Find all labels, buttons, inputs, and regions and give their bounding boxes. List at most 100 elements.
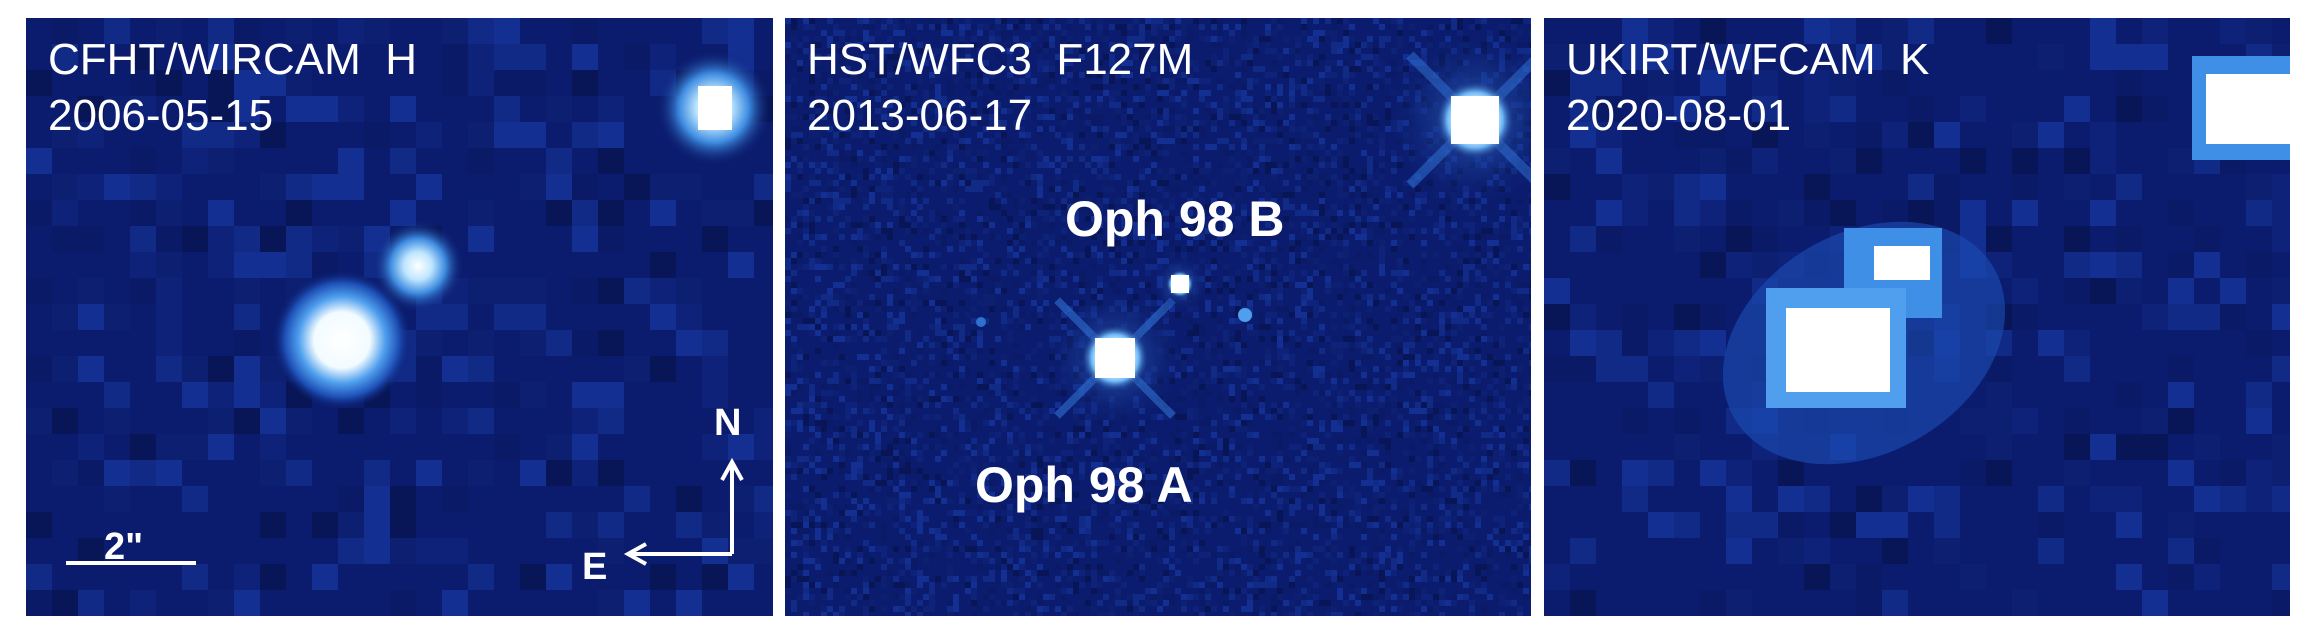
noise-pixel: [1157, 138, 1163, 144]
noise-pixel: [797, 252, 803, 258]
noise-pixel: [905, 288, 911, 294]
noise-pixel: [1043, 474, 1049, 480]
noise-pixel: [1235, 216, 1241, 222]
noise-pixel: [851, 84, 857, 90]
noise-pixel: [833, 150, 839, 156]
noise-pixel: [234, 18, 260, 44]
noise-pixel: [1127, 258, 1133, 264]
noise-pixel: [1007, 444, 1013, 450]
noise-pixel: [1055, 24, 1061, 30]
noise-pixel: [953, 480, 959, 486]
noise-pixel: [1343, 378, 1349, 384]
noise-pixel: [1397, 222, 1403, 228]
noise-pixel: [1403, 330, 1409, 336]
noise-pixel: [1187, 228, 1193, 234]
noise-pixel: [911, 450, 917, 456]
noise-pixel: [234, 564, 260, 590]
noise-pixel: [971, 156, 977, 162]
noise-pixel: [1229, 426, 1235, 432]
noise-pixel: [863, 336, 869, 342]
noise-pixel: [1229, 288, 1235, 294]
noise-pixel: [1475, 420, 1481, 426]
noise-pixel: [899, 384, 905, 390]
noise-pixel: [1505, 246, 1511, 252]
noise-pixel: [1487, 450, 1493, 456]
noise-pixel: [1229, 396, 1235, 402]
noise-pixel: [887, 222, 893, 228]
noise-pixel: [839, 48, 845, 54]
noise-pixel: [1067, 456, 1073, 462]
noise-pixel: [1001, 516, 1007, 522]
noise-pixel: [1331, 30, 1337, 36]
noise-pixel: [1379, 216, 1385, 222]
noise-pixel: [1391, 336, 1397, 342]
noise-pixel: [26, 148, 52, 174]
noise-pixel: [1253, 180, 1259, 186]
noise-pixel: [1517, 486, 1523, 492]
noise-pixel: [1121, 132, 1127, 138]
noise-pixel: [881, 408, 887, 414]
noise-pixel: [1517, 288, 1523, 294]
noise-pixel: [929, 234, 935, 240]
noise-pixel: [965, 396, 971, 402]
noise-pixel: [1463, 222, 1469, 228]
noise-pixel: [1109, 24, 1115, 30]
noise-pixel: [1175, 216, 1181, 222]
noise-pixel: [1067, 192, 1073, 198]
noise-pixel: [1103, 498, 1109, 504]
noise-pixel: [1061, 228, 1067, 234]
noise-pixel: [989, 378, 995, 384]
noise-pixel: [1391, 186, 1397, 192]
noise-pixel: [1145, 420, 1151, 426]
noise-pixel: [1133, 252, 1139, 258]
noise-pixel: [1313, 156, 1319, 162]
noise-pixel: [1049, 60, 1055, 66]
noise-pixel: [1295, 210, 1301, 216]
noise-pixel: [1127, 186, 1133, 192]
noise-pixel: [1391, 318, 1397, 324]
noise-pixel: [1463, 318, 1469, 324]
noise-pixel: [78, 434, 104, 460]
noise-pixel: [1193, 498, 1199, 504]
noise-pixel: [1319, 324, 1325, 330]
noise-pixel: [803, 468, 809, 474]
noise-pixel: [1109, 480, 1115, 486]
noise-pixel: [156, 18, 182, 44]
noise-pixel: [1163, 444, 1169, 450]
noise-pixel: [1181, 132, 1187, 138]
noise-pixel: [1289, 432, 1295, 438]
noise-pixel: [1271, 228, 1277, 234]
noise-pixel: [1283, 498, 1289, 504]
noise-pixel: [1469, 264, 1475, 270]
noise-pixel: [1025, 78, 1031, 84]
noise-pixel: [1517, 444, 1523, 450]
noise-pixel: [1247, 330, 1253, 336]
noise-pixel: [869, 258, 875, 264]
noise-pixel: [260, 408, 286, 434]
noise-pixel: [977, 48, 983, 54]
noise-pixel: [1229, 222, 1235, 228]
noise-pixel: [1367, 318, 1373, 324]
noise-pixel: [1007, 414, 1013, 420]
noise-pixel: [1079, 288, 1085, 294]
noise-pixel: [1163, 240, 1169, 246]
noise-pixel: [935, 324, 941, 330]
noise-pixel: [1187, 246, 1193, 252]
noise-pixel: [881, 72, 887, 78]
noise-pixel: [1361, 462, 1367, 468]
noise-pixel: [935, 114, 941, 120]
noise-pixel: [815, 396, 821, 402]
noise-pixel: [1433, 336, 1439, 342]
noise-pixel: [1241, 426, 1247, 432]
noise-pixel: [1319, 144, 1325, 150]
noise-pixel: [1175, 126, 1181, 132]
noise-pixel: [1277, 354, 1283, 360]
noise-pixel: [815, 174, 821, 180]
noise-pixel: [905, 18, 911, 24]
noise-pixel: [1385, 78, 1391, 84]
noise-pixel: [1307, 456, 1313, 462]
noise-pixel: [1043, 516, 1049, 522]
noise-pixel: [1145, 120, 1151, 126]
noise-pixel: [1133, 96, 1139, 102]
noise-pixel: [1127, 114, 1133, 120]
